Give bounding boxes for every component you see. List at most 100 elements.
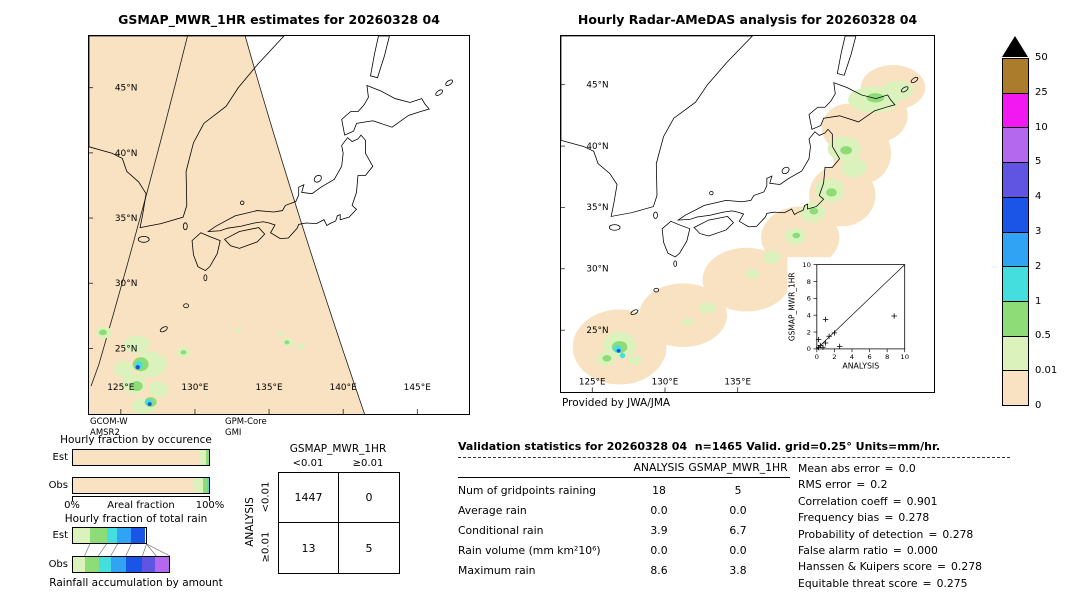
colorbar-bands [1002, 58, 1029, 406]
inset-y-tick-label: 2 [807, 329, 811, 337]
stats-table: ANALYSIS GSMAP_MWR_1HR Num of gridpoints… [458, 461, 790, 592]
bar-segment [130, 528, 146, 543]
inset-ylabel: GSMAP_MWR_1HR [787, 272, 796, 341]
right-map-axis-labels: 45°N 40°N 35°N 30°N 25°N 125°E 130°E 135°E [561, 81, 751, 392]
contingency-row-title: ANALYSIS [244, 497, 256, 547]
occurrence-est-label: Est [52, 452, 68, 463]
bar-segment [192, 478, 203, 493]
precip-blob [628, 355, 643, 365]
lon-label: 135°E [724, 378, 751, 388]
precip-blob [840, 146, 852, 155]
bar-connector [110, 544, 118, 556]
lat-label: 45°N [586, 81, 608, 91]
lat-label: 35°N [586, 203, 608, 213]
inset-y-tick-label: 4 [807, 312, 811, 320]
totalrain-est-label: Est [52, 530, 68, 541]
inset-scatter-points [815, 313, 897, 351]
scatter-point [831, 330, 838, 336]
contingency-cell-10: 13 [279, 523, 339, 573]
contingency-col-label-ge: ≥0.01 [352, 458, 384, 469]
occurrence-axis [72, 496, 210, 501]
sensor-instrument: AMSR2 [90, 427, 120, 438]
scatter-point [822, 340, 829, 346]
precip-blob [826, 188, 837, 197]
precip-blob [296, 343, 305, 350]
inset-x-tick-label: 6 [867, 353, 871, 361]
g smap-estimate-map: 45°N 40°N 35°N 30°N 25°N 125°E 130°E 135°E 140°E… [88, 35, 470, 415]
lon-label: 125°E [579, 378, 606, 388]
inset-x-tick-label: 4 [850, 353, 854, 361]
inset-y-tick-label: 8 [807, 278, 811, 286]
scatter-point [822, 316, 829, 323]
bar-segment [73, 450, 201, 465]
inset-x-tick-label: 10 [900, 353, 909, 361]
totalrain-obs-label: Obs [48, 559, 68, 570]
totalrain-title: Hourly fraction of total rain [64, 513, 208, 525]
bar-segment [125, 557, 142, 572]
bar-connector [84, 544, 91, 556]
precip-blob [745, 269, 760, 279]
occurrence-obs-bar [72, 477, 210, 494]
precipitation-estimates [95, 326, 305, 414]
lon-label: 135°E [255, 383, 283, 393]
bar-segment [141, 557, 156, 572]
precip-blob [619, 352, 626, 359]
metric-row: Equitable threat score = 0.275 [798, 576, 968, 590]
bar-connector [146, 544, 171, 556]
validation-stats: Validation statistics for 20260328 04 n=… [458, 440, 1010, 592]
totalrain-connectors [84, 544, 171, 556]
sensor-instrument: GMI [225, 427, 242, 438]
bar-segment [106, 528, 118, 543]
precip-blob [882, 80, 914, 100]
precip-blob [148, 381, 169, 398]
colorbar-band [1003, 163, 1028, 198]
totalrain-obs-bar [72, 556, 170, 573]
precip-blob [113, 361, 134, 378]
colorbar-tick-label: 0.5 [1035, 330, 1051, 342]
bar-segment [206, 478, 209, 493]
precip-blob [866, 93, 885, 103]
bar-connector [142, 544, 147, 556]
right-map-title: Hourly Radar-AMeDAS analysis for 2026032… [577, 12, 918, 27]
occurrence-xlabel: Areal fraction [107, 500, 175, 511]
contingency-row-label-ge: ≥0.01 [260, 531, 272, 563]
precip-blob [763, 250, 781, 264]
contingency-grid: 1447 0 13 5 [278, 472, 400, 574]
precip-blob [682, 317, 694, 326]
lon-label: 125°E [107, 383, 135, 393]
precip-blob [602, 354, 612, 362]
bar-segment [202, 478, 207, 493]
bar-segment [73, 557, 86, 572]
bar-segment [73, 528, 91, 543]
bar-segment [200, 450, 207, 465]
scatter-point [815, 337, 822, 343]
colorbar-band [1003, 336, 1028, 372]
totalrain-caption: Rainfall accumulation by amount [49, 577, 223, 589]
inset-ticks: 00 2 2 4 4 6 6 8 8 10 10 [802, 261, 909, 361]
metric-row: Hanssen & Kuipers score = 0.278 [798, 560, 982, 574]
precip-blob [277, 331, 283, 337]
metric-row: Probability of detection = 0.278 [798, 527, 974, 541]
inset-y-tick-label: 10 [802, 261, 811, 269]
precip-blob [616, 348, 621, 353]
colorbar-band [1003, 232, 1028, 268]
sensor-name: GCOM-W [90, 417, 128, 427]
occurrence-tick-hundred: 100% [195, 500, 225, 511]
inset-diagonal-line [816, 264, 905, 350]
bar-segment [110, 557, 126, 572]
inset-xlabel: ANALYSIS [842, 362, 879, 371]
inset-x-tick-label: 8 [885, 353, 889, 361]
inset-y-tick-label: 6 [807, 295, 811, 303]
stats-row: Conditional rain 3.9 6.7 [458, 523, 747, 537]
precipitation-analysis [596, 80, 914, 366]
lat-label: 30°N [586, 265, 608, 275]
colorbar-overflow-triangle [1002, 36, 1028, 57]
inset-y-tick-label: 0 [807, 345, 811, 353]
satellite-swath [89, 36, 365, 414]
metric-row: Correlation coeff = 0.901 [798, 494, 938, 508]
precip-blob [98, 329, 107, 336]
precip-blob [702, 247, 791, 312]
precip-blob [130, 381, 143, 392]
occurrence-tick-zero: 0% [64, 500, 80, 511]
